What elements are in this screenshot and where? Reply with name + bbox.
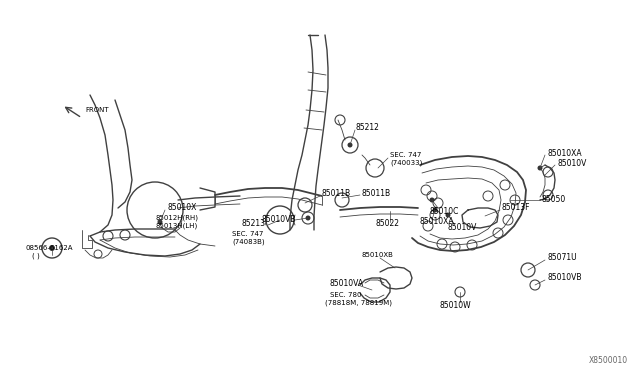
Text: 85050: 85050: [542, 195, 566, 203]
Text: 85010VB: 85010VB: [262, 215, 296, 224]
Circle shape: [49, 245, 55, 251]
Text: 85010XA: 85010XA: [547, 148, 582, 157]
Text: 85010W: 85010W: [440, 301, 472, 310]
Text: (78818M, 78819M): (78818M, 78819M): [325, 300, 392, 306]
Text: ( ): ( ): [32, 253, 40, 259]
Text: 85010V: 85010V: [448, 224, 477, 232]
Text: 85022: 85022: [375, 219, 399, 228]
Text: 85013H(LH): 85013H(LH): [155, 223, 197, 229]
Text: 85010VB: 85010VB: [547, 273, 582, 282]
Text: 85012H(RH): 85012H(RH): [155, 215, 198, 221]
Text: 85071U: 85071U: [547, 253, 577, 263]
Text: 85010XB: 85010XB: [362, 252, 394, 258]
Text: 85010XA: 85010XA: [420, 218, 454, 227]
Text: FRONT: FRONT: [85, 107, 109, 113]
Text: 85013F: 85013F: [502, 203, 531, 212]
Text: 85011B: 85011B: [362, 189, 391, 199]
Text: 85212: 85212: [356, 124, 380, 132]
Circle shape: [445, 212, 451, 218]
Text: SEC. 780: SEC. 780: [330, 292, 362, 298]
Text: (74083B): (74083B): [232, 239, 264, 245]
Text: 85010V: 85010V: [557, 158, 586, 167]
Text: SEC. 747: SEC. 747: [232, 231, 264, 237]
Circle shape: [538, 166, 543, 170]
Text: 85010X: 85010X: [167, 203, 196, 212]
Text: 85010VA: 85010VA: [330, 279, 364, 288]
Text: 85011B: 85011B: [322, 189, 351, 199]
Text: 08566-6162A: 08566-6162A: [25, 245, 72, 251]
Text: 85213: 85213: [242, 219, 266, 228]
Text: (740033): (740033): [390, 160, 422, 166]
Text: SEC. 747: SEC. 747: [390, 152, 421, 158]
Text: 85010C: 85010C: [430, 208, 460, 217]
Circle shape: [429, 198, 435, 202]
Circle shape: [157, 219, 163, 224]
Circle shape: [348, 142, 353, 148]
Circle shape: [433, 208, 438, 212]
Circle shape: [305, 215, 310, 221]
Text: X8500010: X8500010: [589, 356, 628, 365]
